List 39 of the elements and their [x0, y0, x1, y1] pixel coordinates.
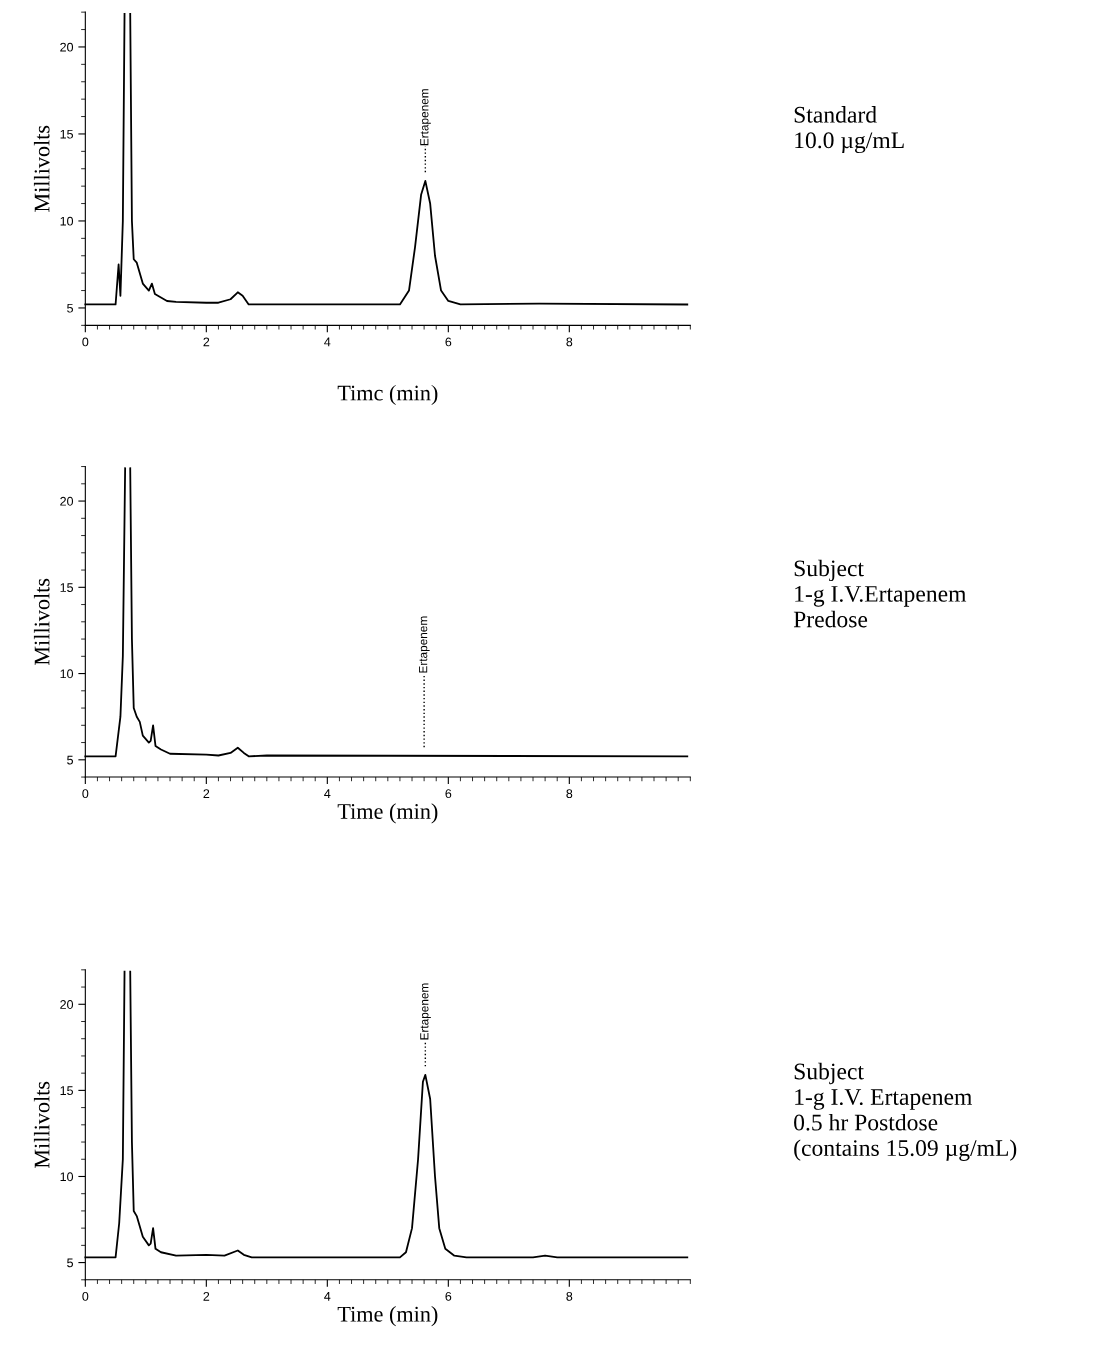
- y-axis-title: Millivolts: [33, 578, 50, 666]
- y-tick-label: 15: [60, 129, 73, 139]
- x-tick-label: 6: [445, 789, 452, 799]
- text: Subject 1-g I.V.Ertapenem Predose: [793, 559, 967, 628]
- x-tick-label: 4: [324, 1292, 331, 1301]
- x-tick-label: 0: [82, 337, 89, 347]
- y-tick-label: 15: [60, 583, 73, 592]
- y-tick-label: 20: [60, 496, 74, 506]
- x-tick-label: 4: [324, 789, 331, 798]
- y-tick-label: 5: [67, 1258, 73, 1268]
- text: Standard 10.0 µg/mL: [794, 106, 904, 154]
- y-tick-label: 15: [60, 1086, 73, 1096]
- y-axis-title: Millivolts: [33, 1081, 50, 1169]
- x-tick-label: 0: [82, 789, 89, 799]
- y-tick-label: 20: [60, 42, 74, 52]
- x-tick-label: 6: [445, 1291, 452, 1301]
- x-tick-label: 8: [566, 1291, 573, 1301]
- ref-line-label: Ertapenem: [420, 89, 431, 146]
- ref-line-label: Ertapenem: [419, 616, 430, 673]
- x-tick-label: 0: [82, 1291, 89, 1301]
- x-tick-label: 8: [566, 789, 573, 799]
- x-tick-label: 2: [203, 789, 210, 798]
- y-tick-label: 10: [60, 669, 74, 679]
- text: Subject 1-g I.V. Ertapenem 0.5 hr Postdose (contains 15.09 µg/mL): [794, 1062, 1017, 1161]
- x-axis-title: Timc (min): [337, 384, 438, 406]
- ref-line-label: Ertapenem: [420, 983, 431, 1040]
- x-axis-title: Time (min): [337, 803, 438, 824]
- y-axis-title: Millivolts: [33, 125, 50, 212]
- y-tick-label: 5: [67, 303, 73, 313]
- y-tick-label: 20: [60, 1000, 74, 1009]
- x-tick-label: 4: [324, 337, 331, 347]
- x-axis-title: Time (min): [337, 1306, 438, 1327]
- x-tick-label: 6: [445, 337, 452, 347]
- y-tick-label: 10: [60, 216, 74, 226]
- x-tick-label: 2: [203, 337, 210, 347]
- x-tick-label: 2: [203, 1291, 210, 1301]
- y-tick-label: 5: [67, 755, 73, 765]
- x-tick-label: 8: [566, 337, 573, 347]
- y-tick-label: 10: [60, 1172, 74, 1182]
